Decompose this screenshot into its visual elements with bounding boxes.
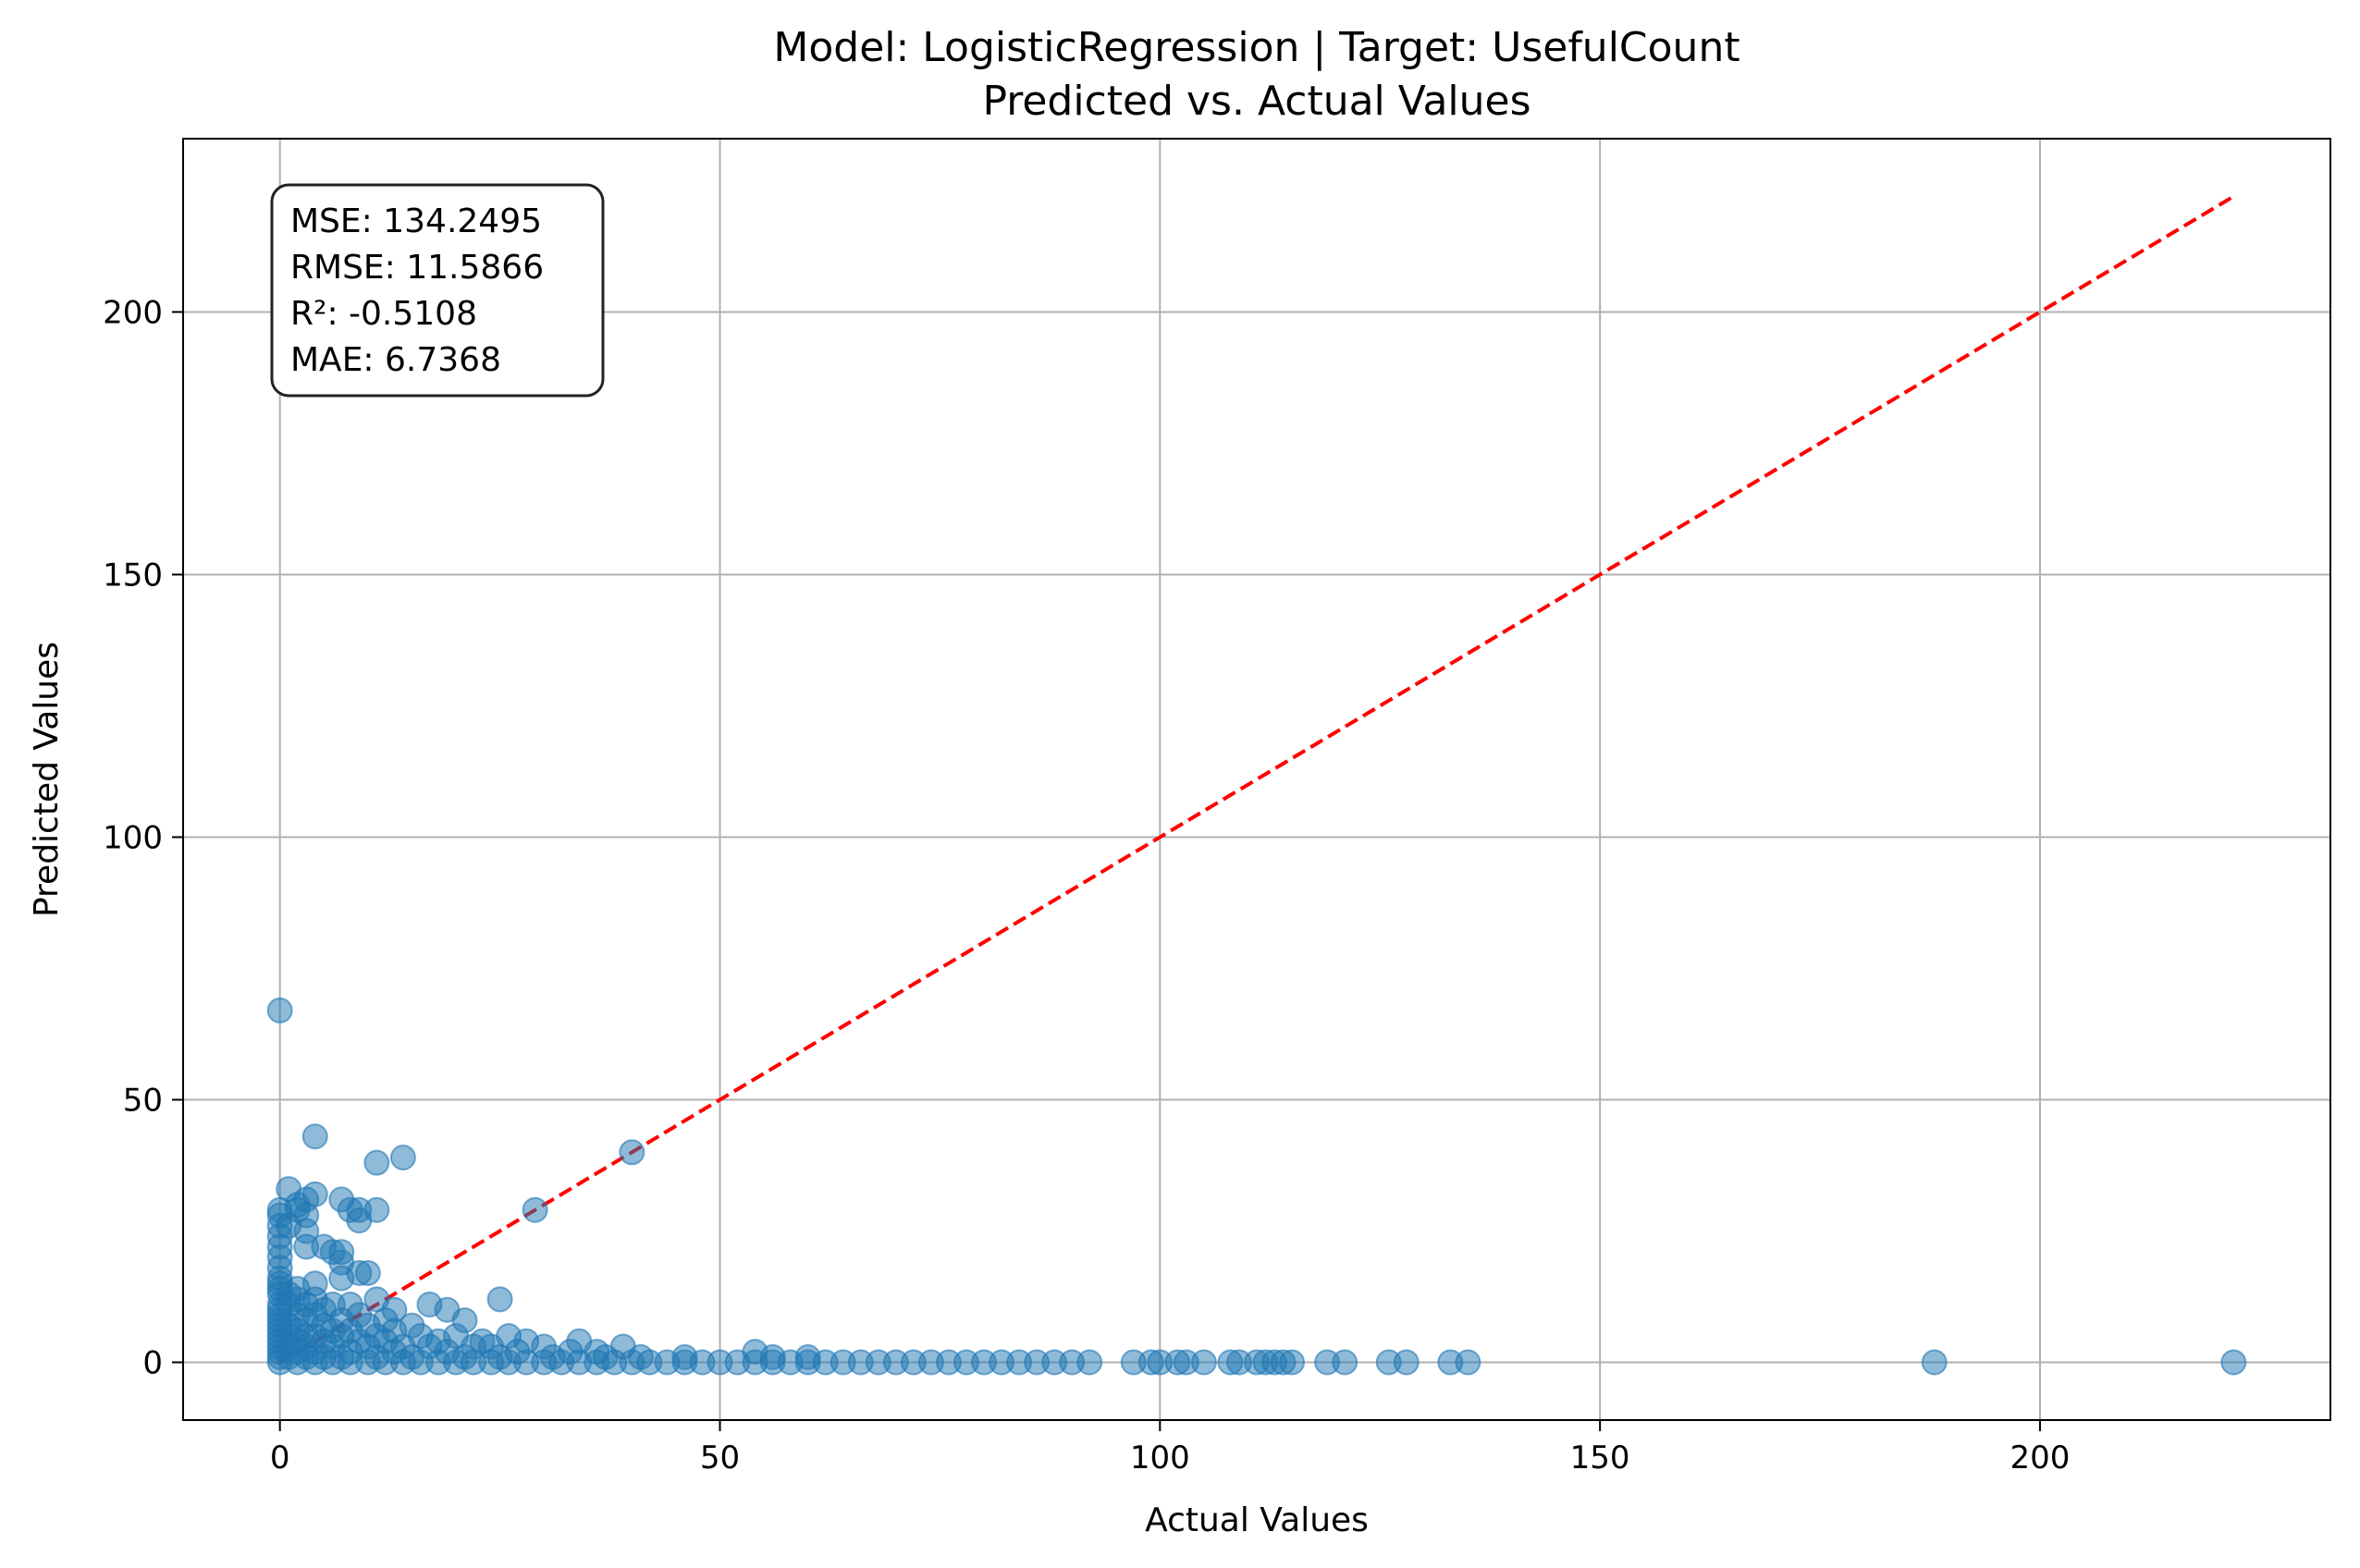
- y-tick-label: 200: [103, 294, 163, 331]
- data-point: [1921, 1349, 1948, 1376]
- y-tick-label: 0: [142, 1345, 163, 1382]
- stats-box: MSE: 134.2495 RMSE: 11.5866 R²: -0.5108 …: [270, 183, 605, 398]
- data-point: [2220, 1349, 2247, 1376]
- stats-box-frame: [270, 183, 605, 398]
- stats-r2: R²: -0.5108: [290, 295, 477, 333]
- x-tick-label: 100: [1130, 1439, 1190, 1476]
- data-point: [266, 997, 293, 1023]
- x-tick-label: 50: [700, 1439, 740, 1476]
- data-point: [346, 1207, 373, 1234]
- y-tick-label: 100: [103, 819, 163, 856]
- chart-title: Model: LogisticRegression | Target: Usef…: [773, 24, 1739, 71]
- data-point: [328, 1265, 355, 1292]
- x-tick-label: 150: [1570, 1439, 1630, 1476]
- data-point: [522, 1196, 548, 1223]
- stats-mae: MAE: 6.7368: [290, 341, 501, 379]
- data-point: [619, 1139, 645, 1166]
- data-point: [363, 1149, 390, 1176]
- data-point: [486, 1286, 513, 1313]
- data-points: [266, 997, 2247, 1376]
- y-axis-label: Predicted Values: [28, 642, 66, 917]
- chart-subtitle: Predicted vs. Actual Values: [982, 78, 1530, 125]
- x-axis-label: Actual Values: [1145, 1501, 1369, 1539]
- data-point: [301, 1123, 328, 1150]
- x-tick-label: 200: [2010, 1439, 2071, 1476]
- data-point: [293, 1233, 320, 1260]
- y-tick-label: 50: [123, 1083, 163, 1120]
- data-point: [1393, 1349, 1420, 1376]
- y-tick-label: 150: [103, 557, 163, 594]
- y-axis-ticks: 0 50 100 150 200: [103, 294, 183, 1382]
- data-point: [1190, 1349, 1217, 1376]
- stats-mse: MSE: 134.2495: [290, 202, 542, 240]
- data-point: [1455, 1349, 1481, 1376]
- data-point: [1332, 1349, 1358, 1376]
- x-tick-label: 0: [270, 1439, 290, 1476]
- stats-rmse: RMSE: 11.5866: [290, 249, 544, 287]
- data-point: [389, 1144, 416, 1170]
- data-point: [1076, 1349, 1103, 1376]
- x-axis-ticks: 0 50 100 150 200: [270, 1420, 2071, 1476]
- reference-line-group: [278, 194, 2235, 1365]
- reference-line: [278, 194, 2235, 1365]
- data-point: [354, 1259, 381, 1286]
- plot-frame: [182, 138, 2331, 1421]
- data-point: [1279, 1349, 1306, 1376]
